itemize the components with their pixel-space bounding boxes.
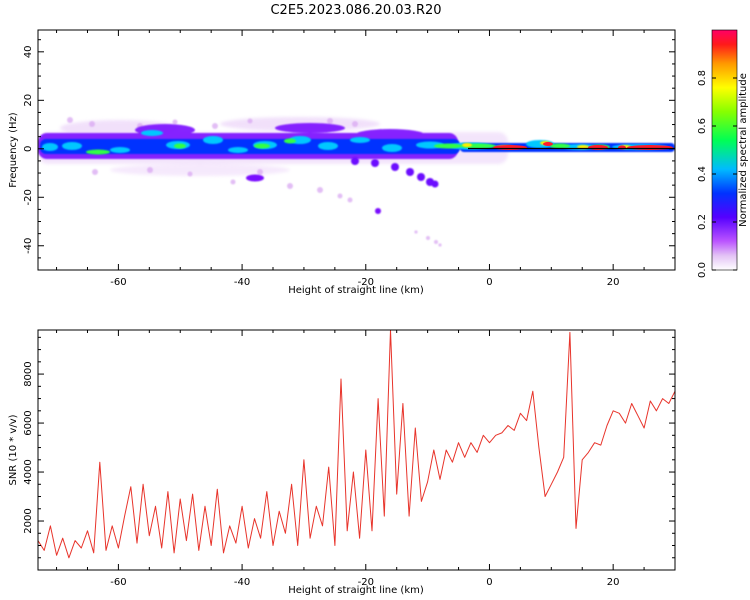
colorbar-tick-label: 0.6 bbox=[697, 118, 708, 134]
spectrogram-y-tick-label: -20 bbox=[23, 189, 34, 205]
spectrogram-x-tick-label: 20 bbox=[607, 277, 620, 288]
snr-panel: -60 -40 -20 0 20 2000 4000 6000 8000 Height of s… bbox=[8, 329, 676, 596]
figure-title: C2E5.2023.086.20.03.R20 bbox=[270, 3, 441, 18]
spectrogram-y-axis-label: Frequency (Hz) bbox=[8, 112, 19, 188]
spectrogram-ticks: -60 -40 -20 0 20 -40 -20 0 20 40 bbox=[23, 30, 676, 288]
spectrogram-x-tick-label: -60 bbox=[110, 277, 126, 288]
colorbar-tick-label: 0.2 bbox=[697, 214, 708, 230]
colorbar-tick-label: 0.0 bbox=[697, 262, 708, 278]
snr-x-tick-label: 0 bbox=[486, 577, 492, 588]
snr-x-tick-label: 20 bbox=[607, 577, 620, 588]
spectrogram-y-tick-label: -40 bbox=[23, 238, 34, 254]
snr-x-tick-label: -20 bbox=[358, 577, 374, 588]
snr-y-tick-label: 2000 bbox=[23, 508, 34, 533]
spectrogram-x-tick-label: -40 bbox=[234, 277, 250, 288]
colorbar: 0.0 0.2 0.4 0.6 0.8 Normalized spectral ampl… bbox=[697, 29, 749, 278]
snr-y-tick-label: 8000 bbox=[23, 361, 34, 386]
colorbar-tick-label: 0.8 bbox=[697, 70, 708, 86]
snr-y-tick-label: 4000 bbox=[23, 459, 34, 484]
colorbar-label: Normalized spectral amplitude bbox=[738, 73, 749, 227]
spectrogram-x-axis-label: Height of straight line (km) bbox=[288, 285, 424, 296]
snr-series-line bbox=[38, 330, 675, 559]
spectrogram-panel: -60 -40 -20 0 20 -40 -20 0 20 40 Height of straig… bbox=[8, 29, 676, 296]
isolated-patch bbox=[246, 174, 381, 214]
snr-ticks: -60 -40 -20 0 20 2000 4000 6000 8000 bbox=[23, 330, 676, 588]
colorbar-tick-label: 0.4 bbox=[697, 166, 708, 182]
colorbar-ticks: 0.0 0.2 0.4 0.6 0.8 bbox=[697, 70, 737, 278]
descending-branch bbox=[351, 157, 439, 188]
spectrogram-x-tick-label: -20 bbox=[358, 277, 374, 288]
spectrogram-y-tick-label: 40 bbox=[23, 45, 34, 58]
snr-axes-frame bbox=[37, 329, 676, 571]
colorbar-gradient bbox=[711, 29, 738, 271]
spectrogram-y-tick-label: 20 bbox=[23, 94, 34, 107]
snr-x-tick-label: -40 bbox=[234, 577, 250, 588]
snr-x-axis-label: Height of straight line (km) bbox=[288, 585, 424, 596]
snr-y-tick-label: 6000 bbox=[23, 410, 34, 435]
snr-x-tick-label: -60 bbox=[110, 577, 126, 588]
spectrogram-x-tick-label: 0 bbox=[486, 277, 492, 288]
spectrogram-image bbox=[38, 117, 675, 247]
spectrogram-y-tick-label: 0 bbox=[23, 146, 34, 152]
snr-y-axis-label: SNR (10 * v/v) bbox=[8, 414, 19, 485]
spectrogram-axes-frame bbox=[37, 29, 676, 271]
